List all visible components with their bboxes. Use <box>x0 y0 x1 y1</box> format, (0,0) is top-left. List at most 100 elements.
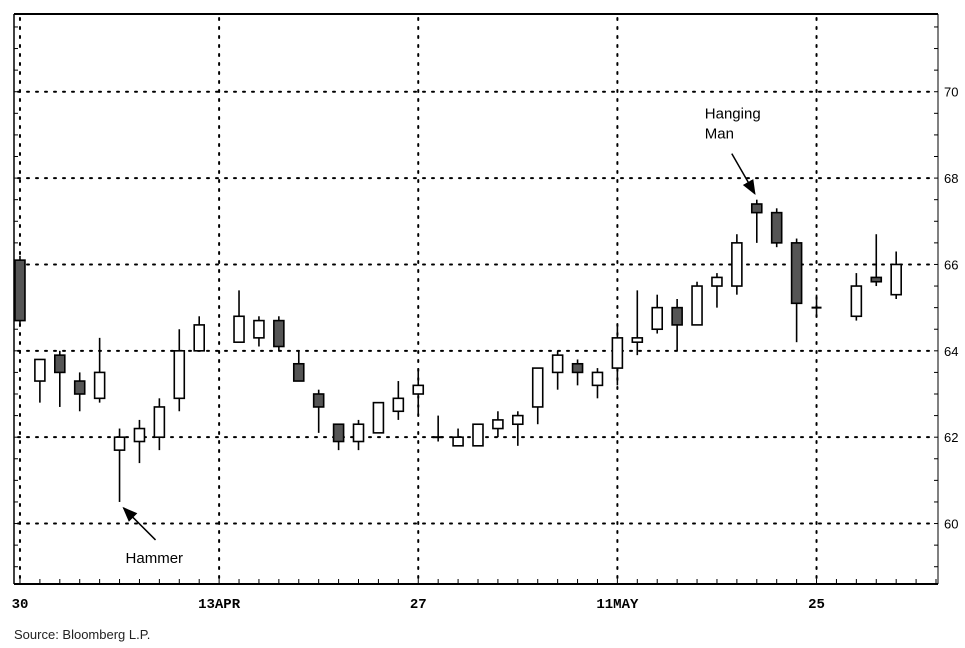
candle <box>870 234 883 287</box>
x-tick-label: 11MAY <box>596 597 639 613</box>
x-tick-label: 25 <box>808 597 825 613</box>
candle <box>392 381 405 420</box>
x-tick-label: 13APR <box>198 597 241 613</box>
candle <box>253 316 265 347</box>
hammer-arrow <box>122 506 157 541</box>
y-tick-label: 62 <box>944 430 958 445</box>
x-tick-label: 30 <box>12 597 29 613</box>
candle-body <box>392 397 405 413</box>
candle <box>512 411 524 446</box>
hanging-man-label: Hanging <box>705 106 761 123</box>
candle <box>193 316 205 352</box>
candle <box>372 401 385 434</box>
x-tick-label: 27 <box>410 597 427 613</box>
candle <box>731 234 743 295</box>
candle <box>611 324 624 386</box>
candle <box>113 428 126 502</box>
candle <box>551 350 564 390</box>
candle-body <box>34 358 46 382</box>
candle-body <box>631 337 644 343</box>
candle-body <box>93 371 106 400</box>
annotations: Hammer Hanging Man <box>122 106 761 567</box>
candle <box>750 199 763 243</box>
candle-body <box>452 436 464 447</box>
candle <box>890 251 902 299</box>
candle <box>54 350 66 407</box>
candle <box>790 238 803 343</box>
candle-body <box>173 350 186 400</box>
plot-area: 60 62 64 66 68 70 30 13APR 27 11MAY 25 Hammer Hang… <box>12 13 958 613</box>
candle <box>492 411 504 438</box>
candle-body <box>512 414 524 426</box>
candle <box>452 428 464 447</box>
candle-body <box>332 423 345 443</box>
candle-body <box>193 324 205 352</box>
y-tick-label: 70 <box>944 85 958 100</box>
candle-body <box>750 203 763 214</box>
candle <box>133 419 146 464</box>
candle-body <box>372 401 385 434</box>
candle-body <box>472 423 484 447</box>
candle <box>34 358 46 403</box>
candle <box>711 273 723 308</box>
candle <box>571 359 584 386</box>
candle-body <box>711 276 723 287</box>
candle-body <box>412 384 425 395</box>
candle <box>233 290 245 343</box>
candle <box>14 255 26 325</box>
candle-body <box>671 306 683 326</box>
candle <box>591 368 604 399</box>
candle-body <box>352 423 365 443</box>
y-axis-ticks: 60 62 64 66 68 70 <box>14 26 958 568</box>
y-tick-label: 60 <box>944 517 958 532</box>
candle <box>93 337 106 403</box>
candle-body <box>531 367 544 408</box>
candle-body <box>113 436 126 451</box>
candle-body <box>73 380 86 395</box>
y-tick-label: 66 <box>944 257 958 272</box>
candle-body <box>611 337 624 369</box>
candle <box>850 273 863 321</box>
candle <box>651 294 664 334</box>
candle-body <box>591 371 604 387</box>
candle-body <box>691 285 703 326</box>
candle-body <box>551 354 564 374</box>
candle-body <box>292 362 305 382</box>
candle <box>73 372 86 412</box>
candle-body <box>870 276 883 283</box>
candle <box>531 367 544 425</box>
candle <box>412 368 425 416</box>
candle-body <box>14 259 26 322</box>
candle <box>292 350 305 382</box>
candle-body <box>850 285 863 318</box>
candle-body <box>790 242 803 305</box>
y-tick-label: 64 <box>944 344 958 359</box>
candle <box>153 398 166 451</box>
candle-body <box>253 319 265 339</box>
hammer-label: Hammer <box>126 550 184 567</box>
source-caption: Source: Bloomberg L.P. <box>14 627 151 642</box>
candle <box>691 281 703 326</box>
candle <box>352 419 365 451</box>
candle-body <box>153 406 166 438</box>
candle-body <box>770 211 783 244</box>
candle-body <box>492 419 504 430</box>
candle <box>273 316 285 351</box>
x-axis-ticks: 30 13APR 27 11MAY 25 <box>12 579 937 613</box>
candle-body <box>312 393 325 408</box>
candle <box>312 389 325 433</box>
candles <box>14 199 902 502</box>
candle-body <box>54 354 66 374</box>
candle-body <box>233 315 245 343</box>
candle <box>671 299 683 351</box>
candle-body <box>273 319 285 348</box>
candle <box>472 423 484 447</box>
hanging-man-label: Man <box>705 126 734 143</box>
candle <box>332 423 345 451</box>
candle <box>433 415 444 442</box>
y-tick-label: 68 <box>944 171 958 186</box>
hanging-man-arrow <box>731 153 756 195</box>
candle-body <box>890 263 902 296</box>
candle-body <box>133 427 146 443</box>
